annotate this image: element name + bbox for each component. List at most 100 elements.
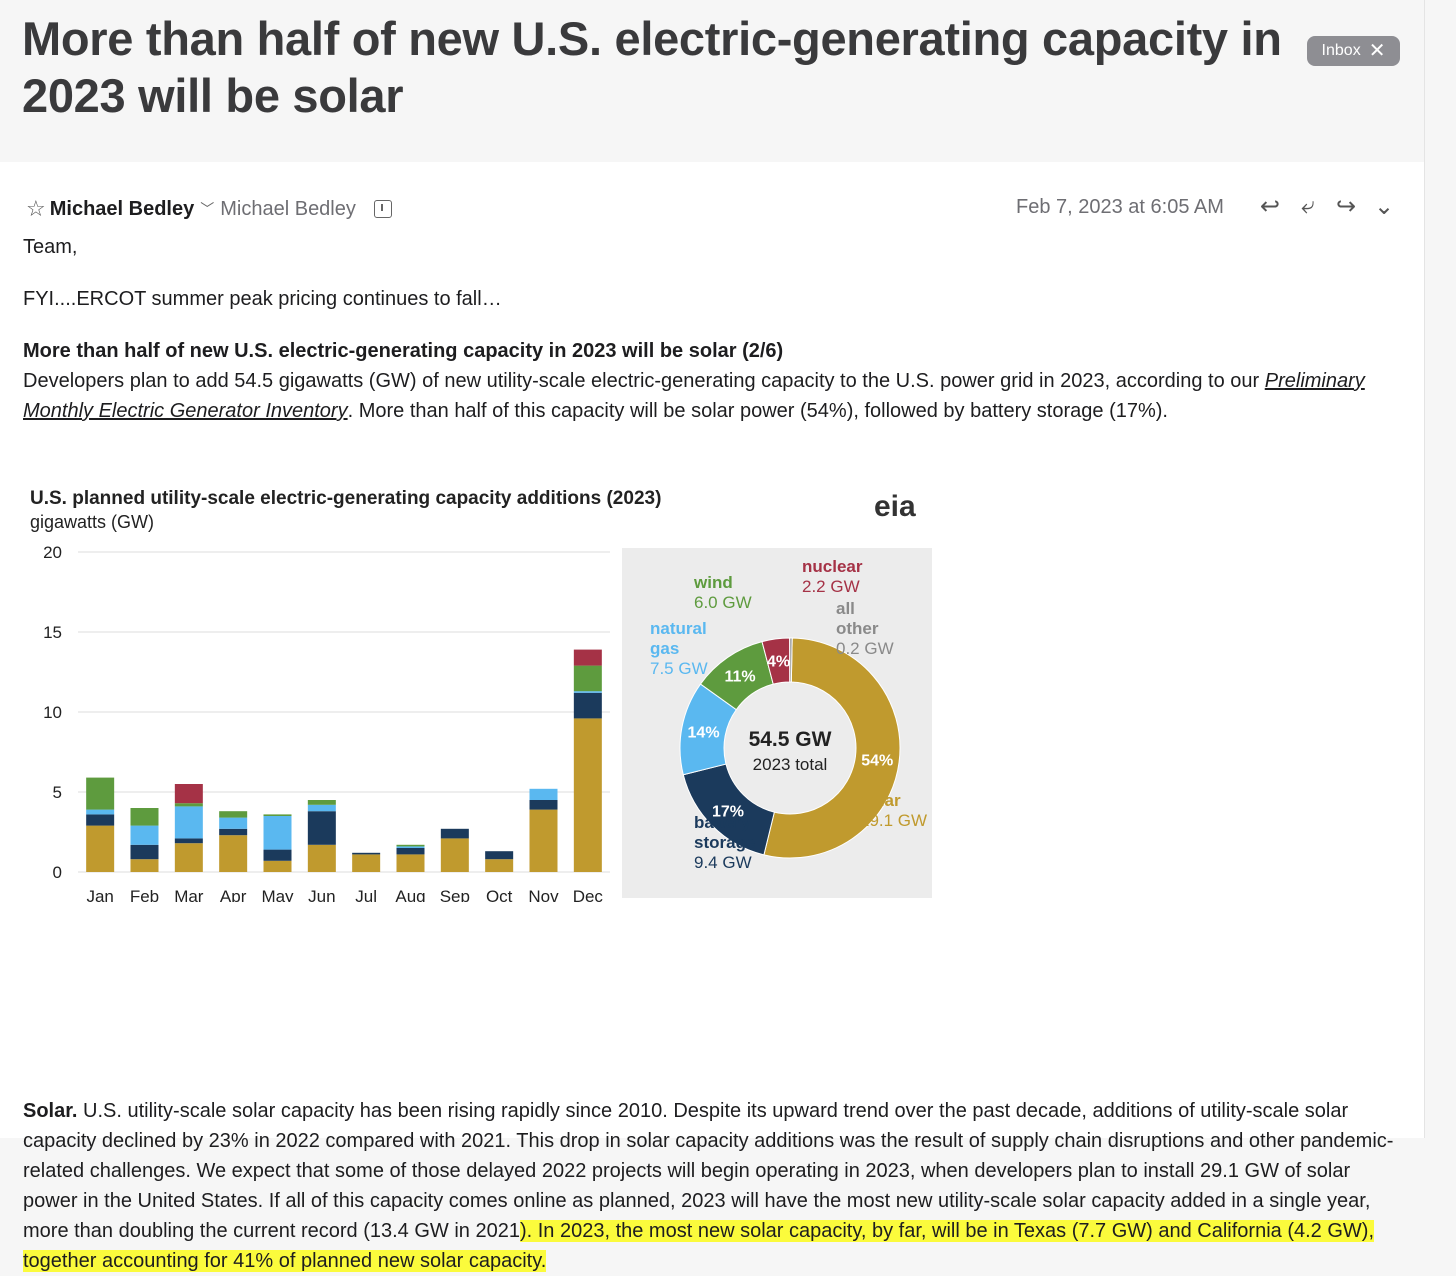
bar-segment-natural-gas [396,846,425,848]
bar-segment-solar [219,835,248,872]
bar-segment-natural-gas [307,804,336,812]
donut-pct-label: 11% [724,669,755,686]
article-headline: More than half of new U.S. electric-gene… [23,340,784,362]
chart-title: U.S. planned utility-scale electric-gene… [30,488,662,509]
donut-gw-label: 0.2 GW [836,639,894,658]
donut-pct-label: 17% [712,803,744,820]
donut-pct-label: 4% [767,654,790,671]
bar-segment-solar [86,825,115,872]
mailbox-chip[interactable]: Inbox ✕ [1307,36,1400,66]
bar-segment-wind [86,777,115,810]
donut-category-word: all [836,599,855,618]
bar-segment-solar [130,859,159,872]
reply-icon[interactable]: ↩︎ [1259,193,1281,220]
bar-segment-natural-gas [263,816,292,850]
bar-segment-solar [263,860,292,872]
donut-category-word: natural [650,619,707,638]
chart-figure: U.S. planned utility-scale electric-gene… [22,482,934,902]
scrollbar-track[interactable] [1424,0,1456,1138]
inventory-link[interactable]: Preliminary Monthly Electric Generator I… [23,370,1365,422]
bar-segment-battery-storage [485,851,514,860]
message-header: ☆ Michael Bedley ﹀ Michael Bedley [26,196,392,222]
donut-slice-solar [763,637,901,859]
donut-category-label: solar [860,791,901,810]
x-tick-label: Oct [486,887,513,902]
x-tick-label: Jul [355,887,377,902]
donut-slice-all-other [789,637,793,683]
bar-chart: 0 5 10 15 20 Jan Feb Mar Apr May Jun Jul Aug Sep Oct No… [43,543,610,902]
bar-segment-solar [573,718,602,872]
x-tick-label: Sep [440,887,470,902]
donut-center-value: 54.5 GW [749,728,832,751]
donut-category-word: gas [650,639,679,658]
bar-segment-battery-storage [130,844,159,860]
x-tick-label: Mar [174,887,204,902]
bar-segment-wind [219,811,248,818]
donut-gw-label: 29.1 GW [860,811,927,830]
close-icon[interactable]: ✕ [1368,40,1386,62]
donut-category-word: other [836,619,879,638]
bar-segment-natural-gas [529,788,558,800]
bar-segment-battery-storage [86,814,115,826]
bar-segment-natural-gas [130,825,159,845]
donut-category-label: natural gas [650,619,707,658]
bar-segment-battery-storage [352,852,381,855]
bar-segment-wind [130,808,159,826]
donut-gw-label: 2.2 GW [802,577,860,596]
reply-all-icon[interactable]: ⤶ [1301,192,1315,219]
bar-segment-nuclear [174,784,203,804]
bar-segment-natural-gas [573,691,602,693]
donut-category-label: nuclear [802,557,863,576]
message-date: Feb 7, 2023 at 6:05 AM [1016,196,1224,218]
bar-segment-wind [307,800,336,805]
bar-segment-solar [307,844,336,872]
bar-segment-natural-gas [174,806,203,839]
para-text: Developers plan to add 54.5 gigawatts (G… [23,370,1265,392]
bar-segment-battery-storage [529,800,558,810]
contact-card-icon[interactable] [373,200,392,218]
sender-name[interactable]: Michael Bedley [49,197,195,220]
y-tick-label: 5 [53,783,62,802]
message-subject: More than half of new U.S. electric-gene… [22,12,1282,122]
eia-logo: eia [874,490,916,523]
bar-segment-battery-storage [219,828,248,836]
chevron-down-icon[interactable]: ﹀ [200,201,215,217]
y-tick-label: 20 [43,543,62,562]
y-tick-label: 15 [43,623,62,642]
bar-segment-natural-gas [219,817,248,829]
solar-close: ). [519,1220,533,1242]
more-actions-chevron-icon[interactable]: ⌄ [1373,193,1395,220]
x-tick-label: May [261,887,294,902]
article-paragraph: Developers plan to add 54.5 gigawatts (G… [23,366,1373,426]
bar-segment-battery-storage [174,838,203,844]
donut-center-label: 2023 total [753,755,828,774]
bar-segment-battery-storage [440,828,469,839]
bar-segment-solar [529,809,558,872]
bar-segment-solar [174,843,203,872]
donut-category-label: wind [693,573,733,592]
forward-icon[interactable]: ↪︎ [1335,193,1357,220]
x-tick-label: Jun [308,887,335,902]
x-tick-label: Nov [528,887,559,902]
fyi-line: FYI....ERCOT summer peak pricing continu… [23,288,502,310]
donut-category-word: nuclear [802,557,863,576]
bar-segment-battery-storage [307,811,336,845]
bar-segment-solar [352,854,381,872]
subject-bar: More than half of new U.S. electric-gene… [0,0,1456,160]
x-tick-label: Dec [573,887,604,902]
bar-segment-solar [440,838,469,872]
star-icon[interactable]: ☆ [26,196,46,221]
donut-category-word: storage [694,833,755,852]
message-actions: ↩︎ ⤶ ↪︎ ⌄ [1258,192,1396,221]
donut-gw-label: 6.0 GW [694,593,752,612]
donut-gw-label: 9.4 GW [694,853,752,872]
recipient-name[interactable]: Michael Bedley [220,197,356,220]
bar-segment-wind [263,814,292,816]
donut-pct-label: 14% [688,725,720,742]
mailbox-chip-label: Inbox [1321,42,1361,59]
bar-segment-wind [174,803,203,807]
y-tick-label: 10 [43,703,62,722]
bar-segment-solar [396,854,425,872]
x-tick-label: Feb [130,887,159,902]
